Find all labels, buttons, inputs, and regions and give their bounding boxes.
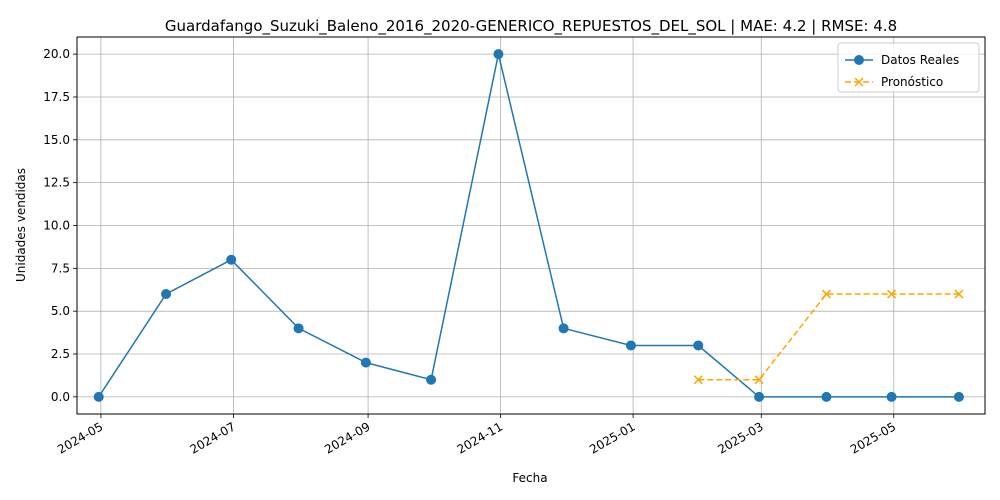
data-point	[821, 289, 831, 299]
y-tick-label: 12.5	[43, 176, 70, 190]
y-tick-label: 7.5	[51, 261, 70, 275]
legend: Datos Reales Pronóstico	[837, 42, 980, 93]
data-point	[754, 391, 765, 402]
y-tick-label: 17.5	[43, 90, 70, 104]
data-point	[754, 375, 764, 385]
data-point	[954, 289, 964, 299]
data-point	[93, 391, 104, 402]
y-tick-label: 10.0	[43, 219, 70, 233]
data-point	[226, 254, 237, 265]
data-point	[493, 49, 504, 60]
legend-label: Pronóstico	[881, 75, 943, 89]
x-axis: 2024-05 2024-07 2024-09 2024-11 2025-01 2025-…	[55, 414, 898, 457]
x-tick-label: 2024-05	[55, 419, 105, 456]
series-pronostico	[693, 289, 964, 385]
x-tick-label: 2025-01	[587, 419, 637, 456]
data-point	[693, 375, 703, 385]
data-point	[953, 391, 964, 402]
y-tick-label: 20.0	[43, 47, 70, 61]
y-tick-label: 2.5	[51, 347, 70, 361]
legend-box	[837, 42, 980, 93]
data-point	[293, 323, 304, 334]
data-point	[360, 357, 371, 368]
data-point	[426, 374, 437, 385]
legend-marker	[854, 55, 864, 65]
y-axis-title: Unidades vendidas	[14, 168, 28, 282]
x-tick-label: 2025-05	[848, 419, 898, 456]
y-axis: 0.0 2.5 5.0 7.5 10.0 12.5 15.0 17.5 20.0	[43, 47, 77, 404]
y-tick-label: 5.0	[51, 304, 70, 318]
series-line	[698, 293, 959, 381]
x-tick-label: 2024-07	[187, 419, 237, 456]
data-point	[821, 391, 832, 402]
data-point	[625, 340, 636, 351]
x-axis-title: Fecha	[512, 471, 547, 485]
x-tick-label: 2025-03	[715, 419, 765, 456]
x-tick-label: 2024-11	[455, 419, 505, 456]
data-point	[558, 323, 569, 334]
x-tick-label: 2024-09	[322, 419, 372, 456]
y-tick-label: 0.0	[51, 390, 70, 404]
series-line	[98, 53, 959, 398]
data-point	[161, 289, 172, 300]
legend-marker	[854, 77, 864, 87]
data-point	[886, 391, 897, 402]
data-point	[693, 340, 704, 351]
chart-title: Guardafango_Suzuki_Baleno_2016_2020-GENE…	[165, 17, 897, 36]
data-point	[887, 289, 897, 299]
series-datos-reales	[93, 49, 964, 402]
grid	[77, 37, 985, 414]
y-tick-label: 15.0	[43, 133, 70, 147]
plot-area	[93, 49, 964, 402]
legend-label: Datos Reales	[881, 53, 959, 67]
